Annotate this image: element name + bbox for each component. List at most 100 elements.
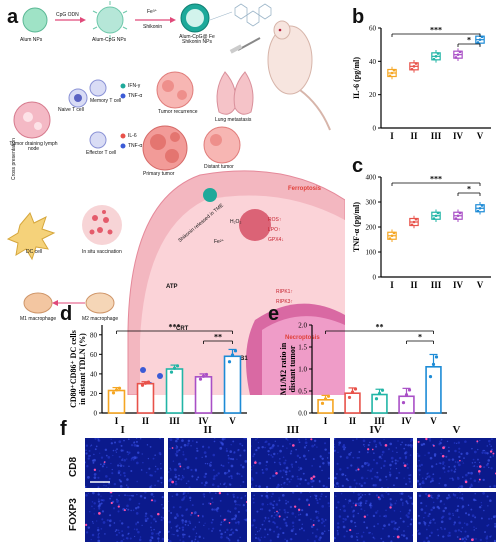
data-point [230, 353, 235, 357]
bar-group-3 [165, 368, 184, 414]
data-point [414, 62, 418, 65]
positive-signal [278, 515, 281, 518]
positive-signal [209, 503, 212, 505]
positive-signal [459, 459, 461, 462]
data-point [458, 211, 462, 215]
positive-signal [254, 461, 257, 464]
micrograph-tile [334, 492, 413, 542]
data-point [432, 217, 436, 220]
data-point [454, 217, 458, 220]
x-tick-label: IV [453, 131, 464, 141]
y-axis-label: TNF-α (pg/ml) [352, 202, 361, 252]
y-tick-label: 0 [373, 125, 377, 133]
data-point [432, 57, 436, 61]
positive-signal [228, 521, 231, 524]
significance-label: * [418, 333, 422, 342]
positive-signal [123, 509, 126, 512]
label-in-situ-vaccination: In situ vaccination [82, 249, 122, 255]
micrograph-tile [168, 492, 247, 542]
y-tick-label: 300 [366, 199, 377, 207]
label-fe2: Fe²⁺ [214, 239, 225, 245]
panel-label-f: f [60, 418, 67, 440]
bar-group-2 [344, 392, 361, 414]
label-effector-t: Effector T cell [86, 150, 117, 156]
data-point [436, 211, 440, 215]
panel-label-c: c [352, 155, 364, 177]
positive-signal [349, 528, 352, 532]
panel-label-e: e [268, 303, 280, 325]
x-tick-label: IV [401, 416, 412, 426]
positive-signal [363, 515, 367, 518]
bar-group-1 [107, 389, 126, 414]
x-tick-label: IV [198, 416, 209, 426]
y-tick-label: 100 [366, 249, 377, 257]
data-point [111, 391, 116, 395]
positive-signal [476, 440, 479, 443]
x-tick-label: I [390, 131, 394, 141]
data-point [175, 364, 180, 368]
positive-signal [425, 438, 428, 441]
micrograph-tile [85, 492, 164, 542]
significance-label: * [467, 36, 471, 45]
panel-label-a: a [7, 6, 19, 28]
label-distant-tumor: Distant tumor [204, 164, 234, 170]
data-point [410, 67, 414, 71]
data-point [172, 366, 177, 370]
positive-signal [479, 465, 482, 468]
data-point [227, 360, 232, 364]
label-lung-metastasis: Lung metastasis [215, 117, 252, 123]
micrograph-column-label: I [120, 424, 125, 436]
panel-label-d: d [60, 303, 73, 325]
x-tick-label: II [410, 280, 418, 290]
positive-signal [403, 464, 407, 468]
label-atp: ATP [166, 284, 178, 290]
bar-group-1 [317, 399, 334, 414]
x-tick-label: III [431, 131, 442, 141]
bar-group-5 [223, 355, 242, 414]
data-point [350, 390, 355, 394]
y-tick-label: 400 [366, 174, 377, 182]
positive-signal [312, 475, 316, 478]
positive-signal [432, 444, 435, 447]
data-point [480, 35, 484, 39]
label-crt: CRT [176, 326, 189, 332]
positive-signal [179, 465, 182, 468]
positive-signal [427, 494, 431, 498]
micrograph-grid [85, 438, 496, 544]
micrograph-tile [417, 492, 496, 542]
positive-signal [384, 444, 388, 447]
data-point [392, 231, 396, 235]
micrograph-tile [334, 438, 413, 488]
label-memory-t: Memory T cell [90, 98, 122, 104]
positive-signal [371, 448, 374, 451]
positive-signal [171, 447, 174, 449]
data-point [377, 391, 382, 396]
positive-signal [223, 518, 226, 521]
positive-signal [276, 510, 278, 513]
positive-signal [308, 504, 311, 506]
data-point [146, 380, 151, 384]
y-tick-label: 20 [369, 91, 377, 99]
label-cpg-odn: CpG ODN [56, 12, 79, 18]
data-point [323, 397, 328, 401]
bar-group-2 [136, 382, 155, 414]
x-tick-label: III [374, 416, 385, 426]
y-tick-label: 200 [366, 224, 377, 232]
label-primary-tumor: Primary tumor [143, 171, 175, 177]
positive-signal [109, 492, 113, 494]
positive-signal [442, 446, 445, 450]
label-il6: IL-6 [128, 133, 137, 139]
label-tdln: Tumor draining lymph node [9, 141, 58, 152]
y-tick-label: 2.0 [298, 322, 307, 330]
label-ferroptosis: Ferroptosis [288, 186, 322, 192]
positive-signal [98, 512, 101, 515]
micrograph-row-label: FOXP3 [68, 498, 79, 531]
data-point [412, 65, 416, 68]
micrograph-column-label: III [286, 424, 300, 436]
positive-signal [103, 461, 106, 463]
data-point [454, 56, 458, 59]
label-h2o2: H₂O₂ [230, 219, 242, 225]
positive-signal [191, 512, 193, 514]
data-point [388, 237, 392, 240]
